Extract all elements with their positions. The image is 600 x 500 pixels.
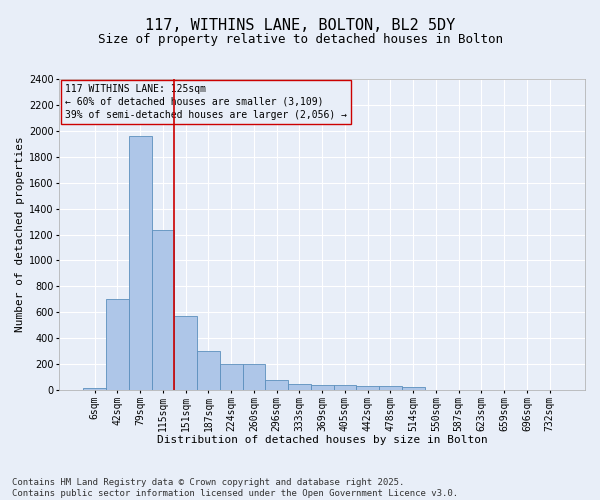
Bar xyxy=(402,387,425,390)
Bar xyxy=(311,385,334,390)
Bar xyxy=(334,385,356,390)
X-axis label: Distribution of detached houses by size in Bolton: Distribution of detached houses by size … xyxy=(157,435,488,445)
Bar xyxy=(129,136,152,390)
Text: Contains HM Land Registry data © Crown copyright and database right 2025.
Contai: Contains HM Land Registry data © Crown c… xyxy=(12,478,458,498)
Bar xyxy=(152,230,175,390)
Bar xyxy=(220,364,242,390)
Bar xyxy=(242,364,265,390)
Text: 117 WITHINS LANE: 125sqm
← 60% of detached houses are smaller (3,109)
39% of sem: 117 WITHINS LANE: 125sqm ← 60% of detach… xyxy=(65,84,347,120)
Text: Size of property relative to detached houses in Bolton: Size of property relative to detached ho… xyxy=(97,32,503,46)
Bar xyxy=(356,386,379,390)
Bar xyxy=(175,316,197,390)
Bar xyxy=(197,350,220,390)
Y-axis label: Number of detached properties: Number of detached properties xyxy=(15,136,25,332)
Bar xyxy=(379,386,402,390)
Text: 117, WITHINS LANE, BOLTON, BL2 5DY: 117, WITHINS LANE, BOLTON, BL2 5DY xyxy=(145,18,455,32)
Bar xyxy=(106,300,129,390)
Bar xyxy=(83,388,106,390)
Bar xyxy=(265,380,288,390)
Bar xyxy=(288,384,311,390)
